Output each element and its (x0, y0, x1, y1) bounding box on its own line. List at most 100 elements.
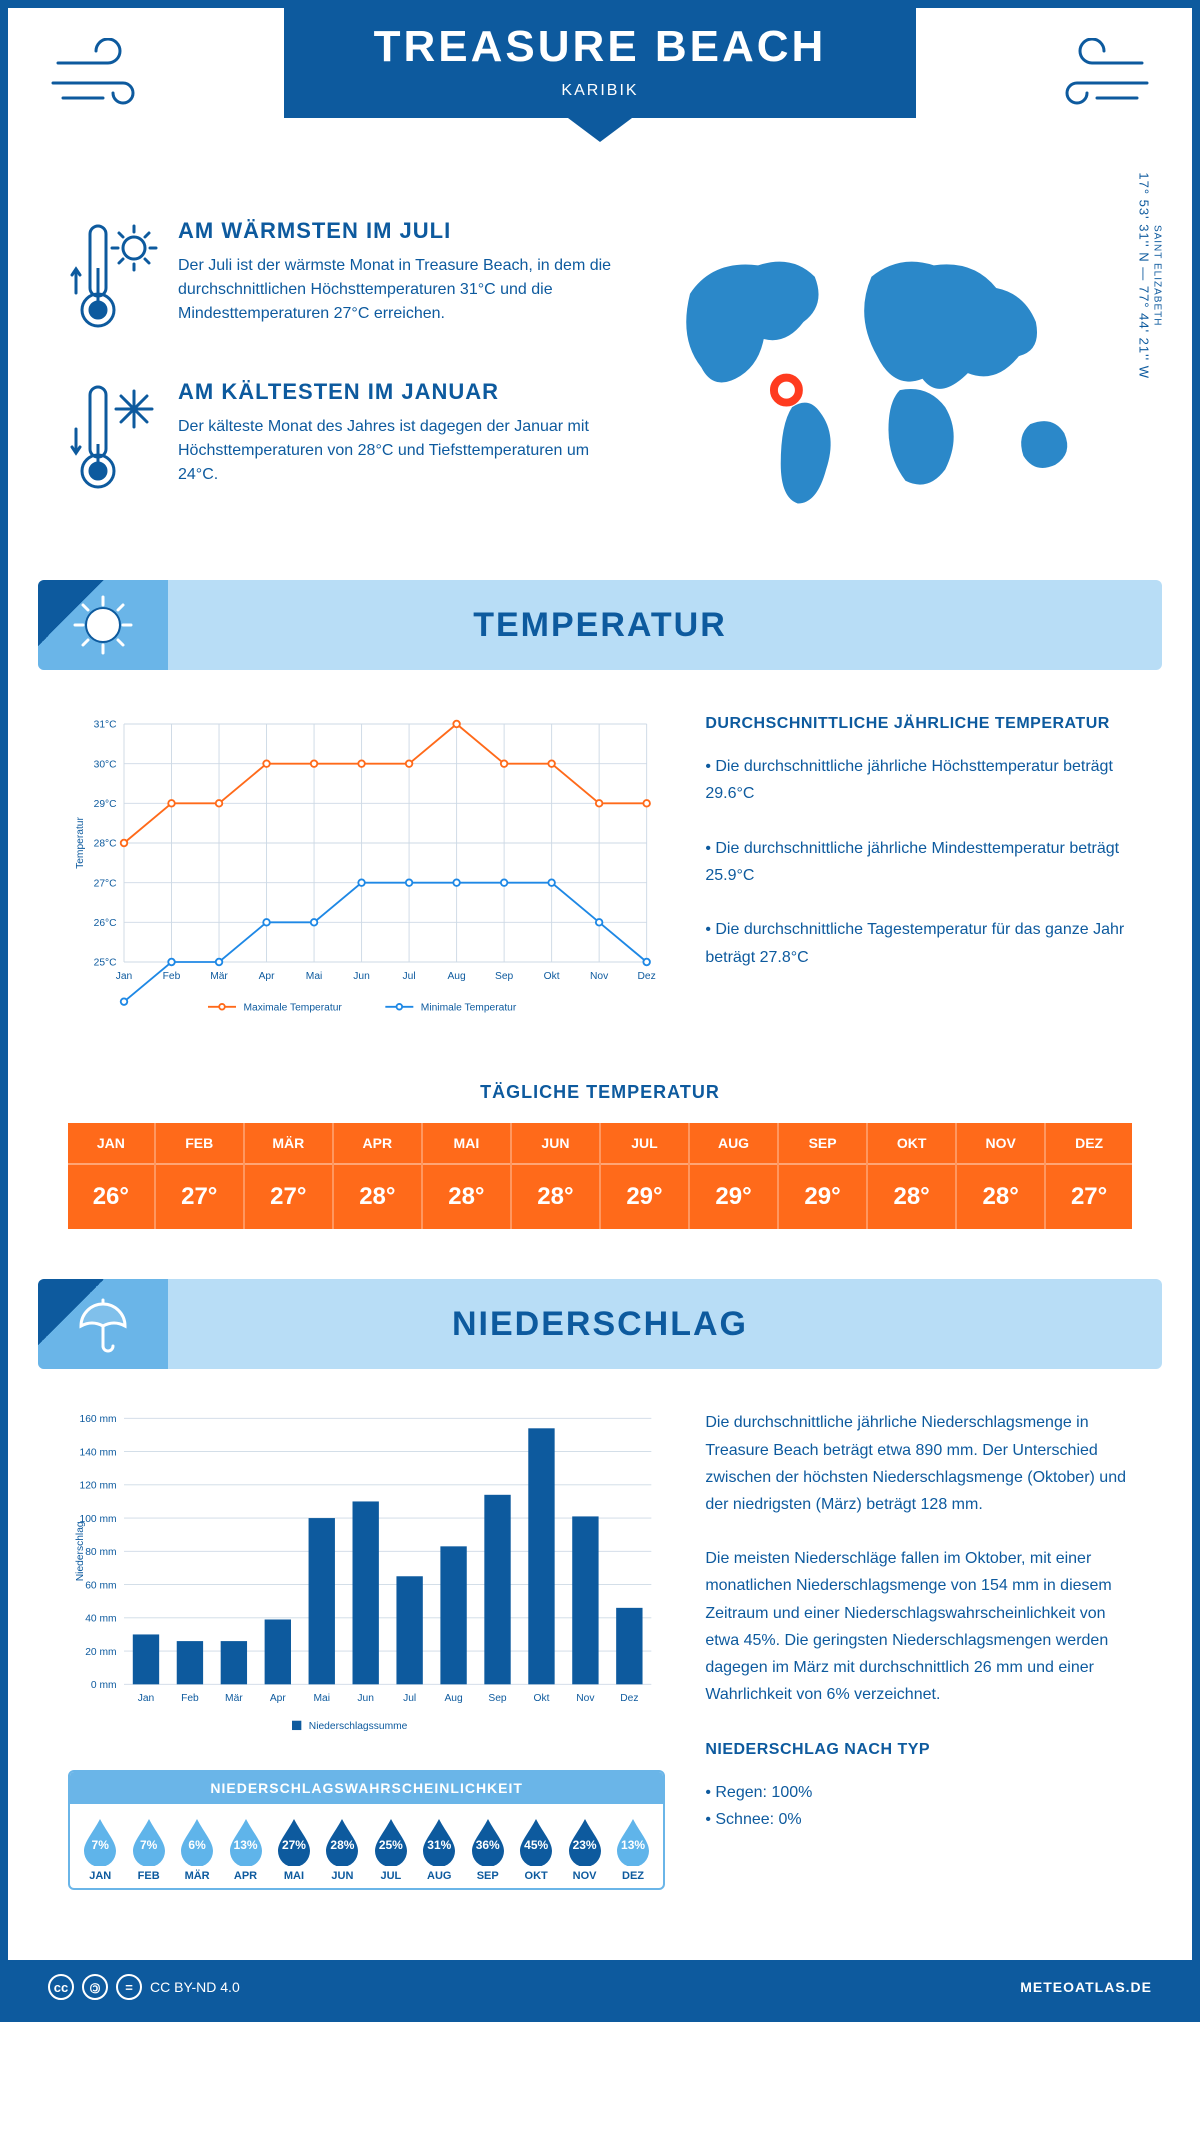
raindrop-icon: 23% (565, 1816, 605, 1866)
raindrop-icon: 25% (371, 1816, 411, 1866)
svg-text:Jan: Jan (138, 1693, 155, 1704)
sun-icon (38, 580, 168, 670)
svg-text:Jul: Jul (403, 971, 416, 982)
daily-month: JUN (511, 1123, 600, 1164)
header: TREASURE BEACH KARIBIK (8, 8, 1192, 188)
svg-text:30°C: 30°C (94, 759, 118, 770)
svg-text:140 mm: 140 mm (80, 1448, 117, 1459)
prob-cell: 23% NOV (560, 1816, 608, 1882)
page-subtitle: KARIBIK (374, 82, 827, 100)
svg-text:28°C: 28°C (94, 839, 118, 850)
daily-month: APR (333, 1123, 422, 1164)
daily-temp-title: TÄGLICHE TEMPERATUR (8, 1082, 1192, 1103)
daily-month: SEP (778, 1123, 867, 1164)
daily-month: JAN (68, 1123, 155, 1164)
coldest-fact: AM KÄLTESTEN IM JANUAR Der kälteste Mona… (68, 379, 616, 504)
svg-text:Maximale Temperatur: Maximale Temperatur (243, 1003, 342, 1014)
prob-cell: 13% APR (221, 1816, 269, 1882)
daily-value: 28° (422, 1164, 511, 1229)
daily-month: OKT (867, 1123, 956, 1164)
daily-month: NOV (956, 1123, 1045, 1164)
title-banner: TREASURE BEACH KARIBIK (284, 0, 917, 118)
svg-text:Sep: Sep (488, 1693, 507, 1704)
svg-text:Feb: Feb (163, 971, 181, 982)
prob-cell: 31% AUG (415, 1816, 463, 1882)
svg-text:80 mm: 80 mm (85, 1547, 116, 1558)
raindrop-icon: 27% (274, 1816, 314, 1866)
prob-cell: 36% SEP (464, 1816, 512, 1882)
precip-type-heading: NIEDERSCHLAG NACH TYP (705, 1736, 1132, 1763)
raindrop-icon: 36% (468, 1816, 508, 1866)
license-badge: cc🄯= CC BY-ND 4.0 (48, 1974, 240, 2000)
prob-title: NIEDERSCHLAGSWAHRSCHEINLICHKEIT (70, 1772, 663, 1804)
raindrop-icon: 6% (177, 1816, 217, 1866)
daily-value: 29° (689, 1164, 778, 1229)
daily-value: 29° (778, 1164, 867, 1229)
raindrop-icon: 45% (516, 1816, 556, 1866)
svg-text:26°C: 26°C (94, 918, 118, 929)
svg-text:Dez: Dez (620, 1693, 638, 1704)
svg-text:Sep: Sep (495, 971, 514, 982)
svg-text:Mai: Mai (306, 971, 323, 982)
coldest-body: Der kälteste Monat des Jahres ist dagege… (178, 415, 616, 487)
wind-icon (48, 38, 158, 123)
prob-cell: 13% DEZ (609, 1816, 657, 1882)
precip-paragraph: Die meisten Niederschläge fallen im Okto… (705, 1545, 1132, 1708)
raindrop-icon: 28% (322, 1816, 362, 1866)
page-title: TREASURE BEACH (374, 22, 827, 72)
daily-month: FEB (155, 1123, 244, 1164)
daily-value: 27° (244, 1164, 333, 1229)
thermometer-sun-icon (68, 218, 158, 343)
svg-text:Apr: Apr (270, 1693, 287, 1704)
daily-month: AUG (689, 1123, 778, 1164)
svg-text:0 mm: 0 mm (91, 1680, 117, 1691)
prob-cell: 7% FEB (124, 1816, 172, 1882)
license-text: CC BY-ND 4.0 (150, 1979, 240, 1995)
daily-value: 29° (600, 1164, 689, 1229)
precipitation-bar-chart: 0 mm20 mm40 mm60 mm80 mm100 mm120 mm140 … (68, 1409, 665, 1745)
wind-icon (1042, 38, 1152, 123)
coldest-heading: AM KÄLTESTEN IM JANUAR (178, 379, 616, 405)
prob-cell: 45% OKT (512, 1816, 560, 1882)
raindrop-icon: 7% (129, 1816, 169, 1866)
daily-month: DEZ (1045, 1123, 1132, 1164)
svg-text:Temperatur: Temperatur (75, 816, 86, 868)
site-credit: METEOATLAS.DE (1020, 1979, 1152, 1995)
daily-month: MÄR (244, 1123, 333, 1164)
svg-text:40 mm: 40 mm (85, 1614, 116, 1625)
warmest-fact: AM WÄRMSTEN IM JULI Der Juli ist der wär… (68, 218, 616, 343)
svg-text:60 mm: 60 mm (85, 1581, 116, 1592)
world-map-icon (656, 237, 1132, 521)
svg-text:Aug: Aug (444, 1693, 463, 1704)
svg-text:Niederschlagssumme: Niederschlagssumme (309, 1721, 408, 1732)
daily-value: 28° (867, 1164, 956, 1229)
precip-type-bullet: • Schnee: 0% (705, 1806, 1132, 1833)
prob-cell: 6% MÄR (173, 1816, 221, 1882)
svg-text:Mai: Mai (313, 1693, 330, 1704)
temp-section-title: TEMPERATUR (473, 606, 727, 645)
svg-text:120 mm: 120 mm (80, 1481, 117, 1492)
intro-row: AM WÄRMSTEN IM JULI Der Juli ist der wär… (8, 188, 1192, 580)
svg-text:Dez: Dez (638, 971, 656, 982)
temp-bullet: • Die durchschnittliche jährliche Mindes… (705, 835, 1132, 889)
svg-text:Minimale Temperatur: Minimale Temperatur (421, 1003, 517, 1014)
precip-probability-box: NIEDERSCHLAGSWAHRSCHEINLICHKEIT 7% JAN 7… (68, 1770, 665, 1890)
daily-value: 28° (511, 1164, 600, 1229)
daily-value: 26° (68, 1164, 155, 1229)
svg-text:Feb: Feb (181, 1693, 199, 1704)
precip-section-header: NIEDERSCHLAG (38, 1279, 1162, 1369)
daily-temp-table: JANFEBMÄRAPRMAIJUNJULAUGSEPOKTNOVDEZ 26° 2… (68, 1123, 1132, 1229)
temp-section-header: TEMPERATUR (38, 580, 1162, 670)
prob-cell: 27% MAI (270, 1816, 318, 1882)
temp-bullet: • Die durchschnittliche jährliche Höchst… (705, 753, 1132, 807)
temp-text-heading: DURCHSCHNITTLICHE JÄHRLICHE TEMPERATUR (705, 710, 1132, 737)
svg-text:25°C: 25°C (94, 958, 118, 969)
daily-month: MAI (422, 1123, 511, 1164)
raindrop-icon: 13% (226, 1816, 266, 1866)
temp-chart-row: 25°C26°C27°C28°C29°C30°C31°CJanFebMärApr… (8, 670, 1192, 1072)
umbrella-icon (38, 1279, 168, 1369)
svg-text:Jun: Jun (357, 1693, 374, 1704)
daily-month: JUL (600, 1123, 689, 1164)
svg-text:Jul: Jul (403, 1693, 416, 1704)
warmest-heading: AM WÄRMSTEN IM JULI (178, 218, 616, 244)
